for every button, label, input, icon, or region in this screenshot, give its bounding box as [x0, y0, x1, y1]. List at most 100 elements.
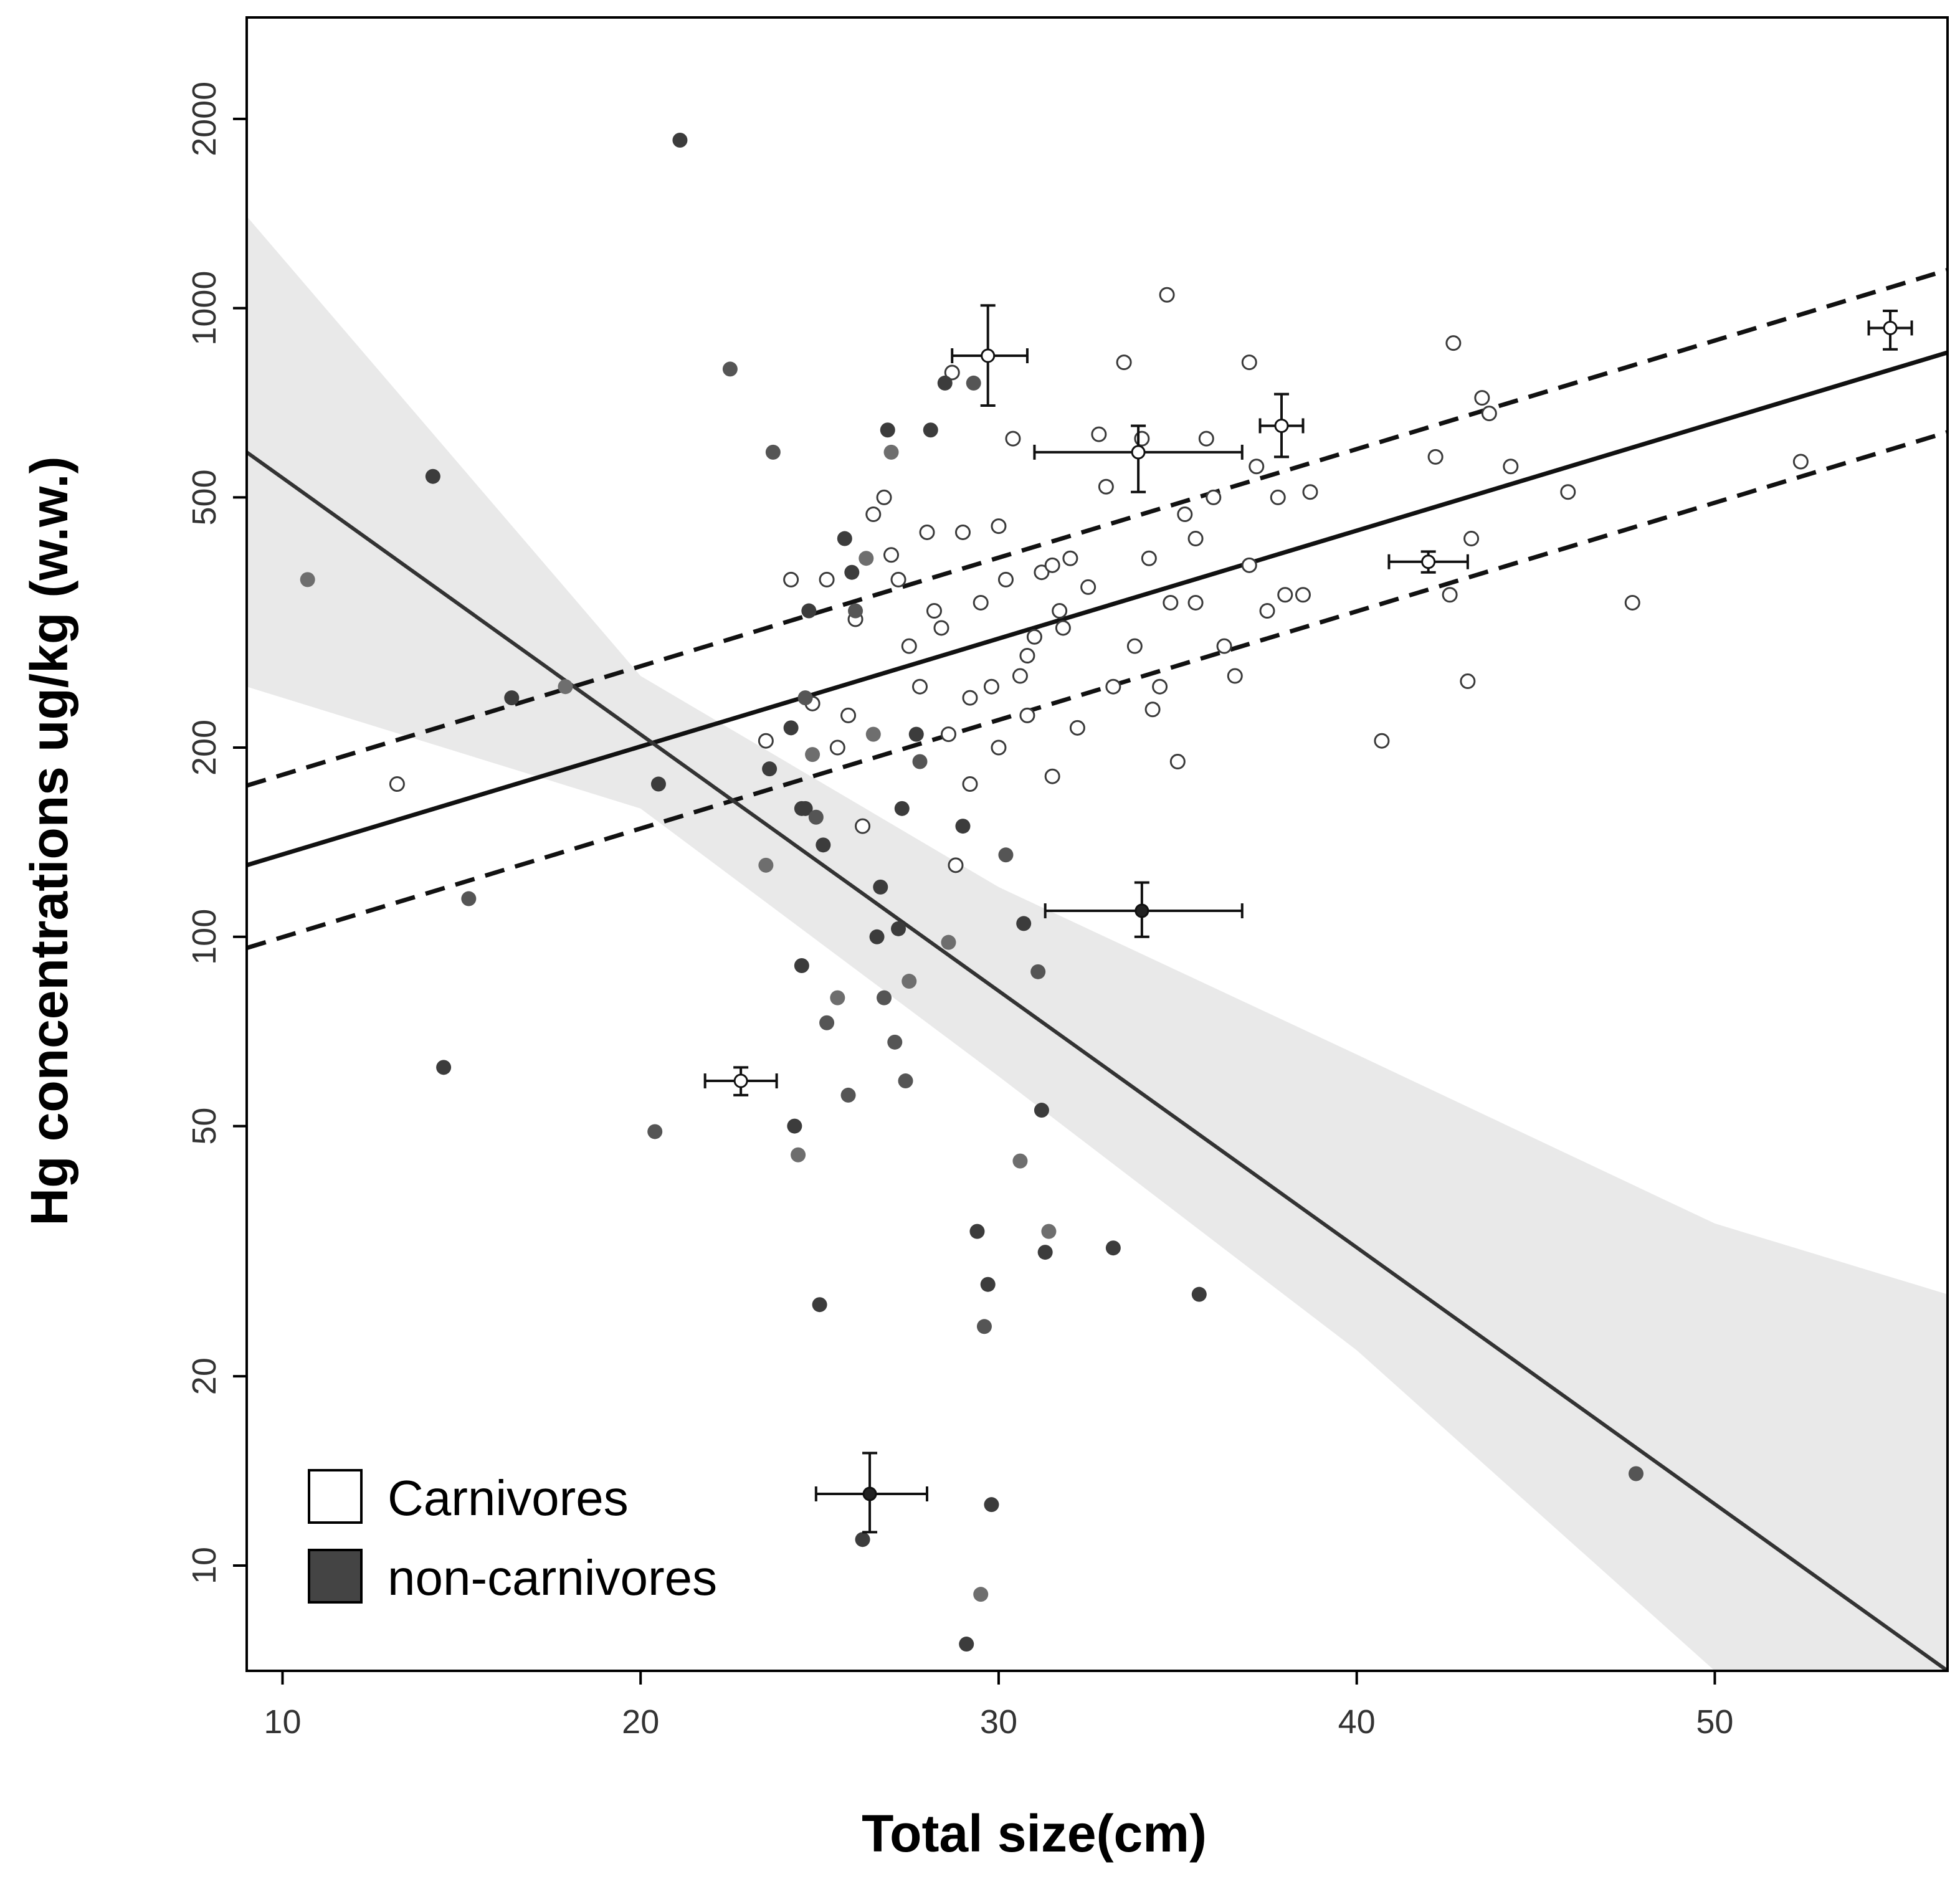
error-bar-2	[1258, 392, 1305, 459]
carnivore-point-49	[1216, 638, 1232, 654]
carnivore-point-75	[1019, 707, 1035, 723]
carnivore-point-44	[1169, 753, 1186, 769]
carnivore-point-16	[926, 603, 942, 619]
carnivore-point-28	[1019, 648, 1035, 664]
carnivore-point-65	[1481, 406, 1497, 422]
carnivore-point-11	[883, 547, 900, 563]
carnivore-point-8	[855, 818, 871, 834]
x-tick-label-40: 40	[1338, 1703, 1376, 1741]
carnivore-point-52	[1249, 459, 1265, 475]
non-carnivore-point-30	[865, 726, 881, 742]
x-tick-label-30: 30	[980, 1703, 1017, 1741]
carnivore-point-27	[1012, 668, 1028, 684]
non-carnivore-point-15	[791, 1147, 806, 1162]
non-carnivore-point-38	[894, 801, 910, 816]
y-axis: 10 20 50 100 200 500 1000 2000	[186, 82, 247, 1584]
non-carnivore-point-0	[300, 572, 315, 587]
non-carnivore-point-61	[1105, 1240, 1121, 1256]
carnivore-point-76	[1069, 720, 1085, 736]
carnivore-point-42	[1152, 678, 1168, 695]
carnivore-point-73	[1241, 557, 1257, 573]
non-carnivore-point-45	[941, 934, 956, 950]
y-axis-title: Hg concentrations ug/kg (w.w.)	[20, 456, 78, 1225]
carnivore-point-0	[389, 776, 405, 792]
carnivore-point-36	[1098, 478, 1114, 495]
non-carnivore-point-10	[758, 857, 774, 873]
non-carnivore-point-44	[937, 375, 953, 391]
carnivore-point-41	[1141, 550, 1157, 566]
plot-frame	[245, 16, 1949, 1672]
carnivore-point-29	[1026, 629, 1042, 645]
non-carnivore-point-46	[955, 819, 971, 834]
non-carnivore-point-5	[558, 679, 573, 695]
x-axis: 10 20 30 40 50	[264, 1671, 1733, 1741]
non-carnivore-point-6	[647, 1124, 663, 1139]
carnivore-point-80	[991, 739, 1007, 756]
non-carnivore-point-47	[959, 1637, 974, 1652]
carnivore-point-79	[1052, 603, 1068, 619]
carnivore-point-19	[948, 857, 964, 873]
non-carnivore-point-3	[461, 891, 477, 906]
carnivore-point-71	[1044, 557, 1060, 573]
x-tick-label-50: 50	[1696, 1703, 1733, 1741]
carnivore-point-70	[962, 690, 978, 706]
non-carnivore-point-58	[1034, 1103, 1049, 1118]
non-carnivore-point-51	[976, 1319, 992, 1334]
carnivore-point-33	[1062, 550, 1078, 566]
y-tick-label-200: 200	[186, 720, 223, 776]
regression-lines-layer	[247, 268, 1948, 1671]
carnivore-point-69	[1792, 454, 1809, 470]
carnivore-point-77	[944, 364, 960, 381]
carnivore-point-63	[1463, 531, 1480, 547]
carnivore-point-46	[1187, 594, 1204, 611]
carnivore-point-4	[819, 571, 835, 587]
legend-label-carnivores: Carnivores	[388, 1470, 629, 1526]
non-carnivore-point-43	[923, 422, 938, 438]
carnivore-point-12	[890, 571, 906, 587]
carnivore-point-15	[919, 524, 935, 540]
carnivore-point-51	[1241, 354, 1257, 371]
non-carnivore-point-20	[805, 747, 821, 763]
carnivore-point-64	[1474, 390, 1490, 406]
non-carnivore-point-33	[877, 990, 892, 1005]
y-tick-label-1000: 1000	[186, 271, 223, 346]
carnivore-point-17	[933, 620, 949, 636]
carnivore-point-48	[1206, 489, 1222, 505]
carnivore-point-14	[912, 678, 928, 695]
carnivore-point-25	[997, 571, 1014, 587]
carnivore-point-34	[1080, 579, 1097, 595]
non-carnivore-point-4	[504, 690, 520, 706]
carnivore-point-38	[1116, 354, 1132, 371]
carnivore-point-2	[783, 571, 799, 587]
carnivore-point-13	[901, 638, 917, 654]
non-carnivore-point-66	[848, 603, 863, 619]
carnivore-point-74	[1159, 287, 1175, 303]
carnivore-point-37	[1105, 678, 1121, 695]
carnivore-point-59	[1427, 449, 1444, 465]
non-carnivore-point-60	[1041, 1224, 1057, 1239]
non-carnivore-point-53	[984, 1497, 999, 1513]
carnivore-point-54	[1270, 489, 1286, 505]
carnivore-point-47	[1198, 430, 1214, 447]
confidence-band	[247, 216, 1948, 1671]
non-carnivore-point-22	[812, 1297, 827, 1313]
non-carnivore-point-12	[765, 444, 781, 460]
carnivore-point-6	[840, 707, 857, 723]
non-carnivore-point-40	[902, 974, 917, 989]
carnivore-point-24	[991, 518, 1007, 535]
non-carnivore-point-13	[783, 720, 799, 736]
carnivore-point-5	[829, 739, 845, 756]
non-carnivore-point-62	[1191, 1286, 1207, 1302]
legend: Carnivores non-carnivores	[308, 1469, 717, 1605]
non-carnivore-point-41	[908, 726, 924, 742]
x-tick-label-10: 10	[264, 1703, 301, 1741]
points-layer	[300, 133, 1809, 1652]
non-carnivore-point-36	[887, 1034, 903, 1050]
non-carnivore-point-35	[883, 444, 899, 460]
non-carnivore-point-2	[436, 1060, 452, 1075]
non-carnivore-point-37	[891, 921, 906, 936]
y-tick-label-500: 500	[186, 469, 223, 525]
carnivore-point-62	[1460, 673, 1476, 690]
carnivore-point-21	[962, 776, 978, 792]
